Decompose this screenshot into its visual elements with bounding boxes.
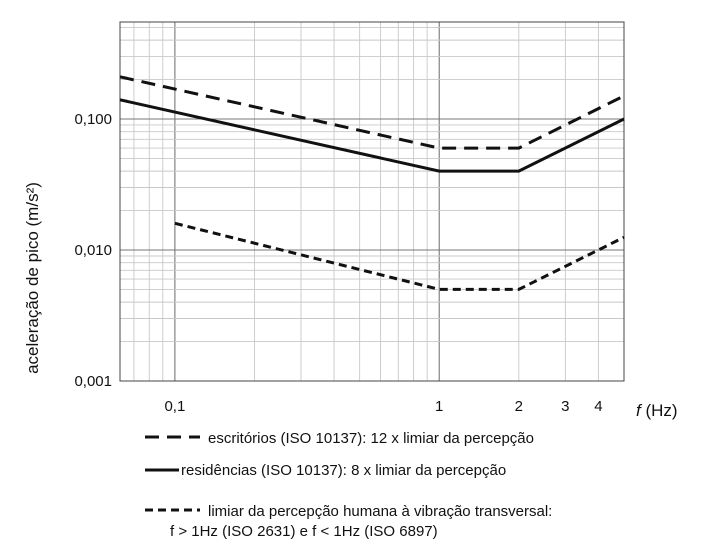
series-line-short-dashed — [174, 221, 625, 291]
series-line-dashed — [119, 75, 625, 150]
legend-label-limiar-line2: f > 1Hz (ISO 2631) e f < 1Hz (ISO 6897) — [170, 523, 438, 540]
legend: escritórios (ISO 10137): 12 x limiar da … — [145, 430, 552, 540]
x-tick-label: 0,1 — [164, 398, 185, 415]
x-tick-label: 4 — [594, 398, 602, 415]
legend-label-residencias: residências (ISO 10137): 8 x limiar da p… — [181, 462, 506, 479]
x-axis-symbol: f — [636, 401, 643, 420]
y-tick-label: 0,001 — [74, 373, 112, 390]
plot-frame — [119, 21, 625, 382]
legend-label-limiar: limiar da percepção humana à vibração tr… — [208, 503, 552, 520]
y-tick-labels: 0,001 0,010 0,100 — [74, 111, 112, 390]
x-axis-label: f (Hz) — [636, 401, 678, 420]
x-tick-labels: 0,1 1 2 3 4 — [164, 398, 602, 415]
y-axis-label: aceleração de pico (m/s²) — [23, 182, 42, 374]
y-tick-label: 0,010 — [74, 242, 112, 259]
series-group — [119, 75, 625, 291]
y-tick-label: 0,100 — [74, 111, 112, 128]
x-tick-label: 3 — [561, 398, 569, 415]
series-line-solid — [119, 98, 625, 173]
plot-grid — [119, 21, 625, 382]
x-axis-unit: (Hz) — [641, 401, 678, 420]
x-tick-label: 2 — [515, 398, 523, 415]
x-tick-label: 1 — [435, 398, 443, 415]
legend-label-escritorios: escritórios (ISO 10137): 12 x limiar da … — [208, 430, 534, 447]
